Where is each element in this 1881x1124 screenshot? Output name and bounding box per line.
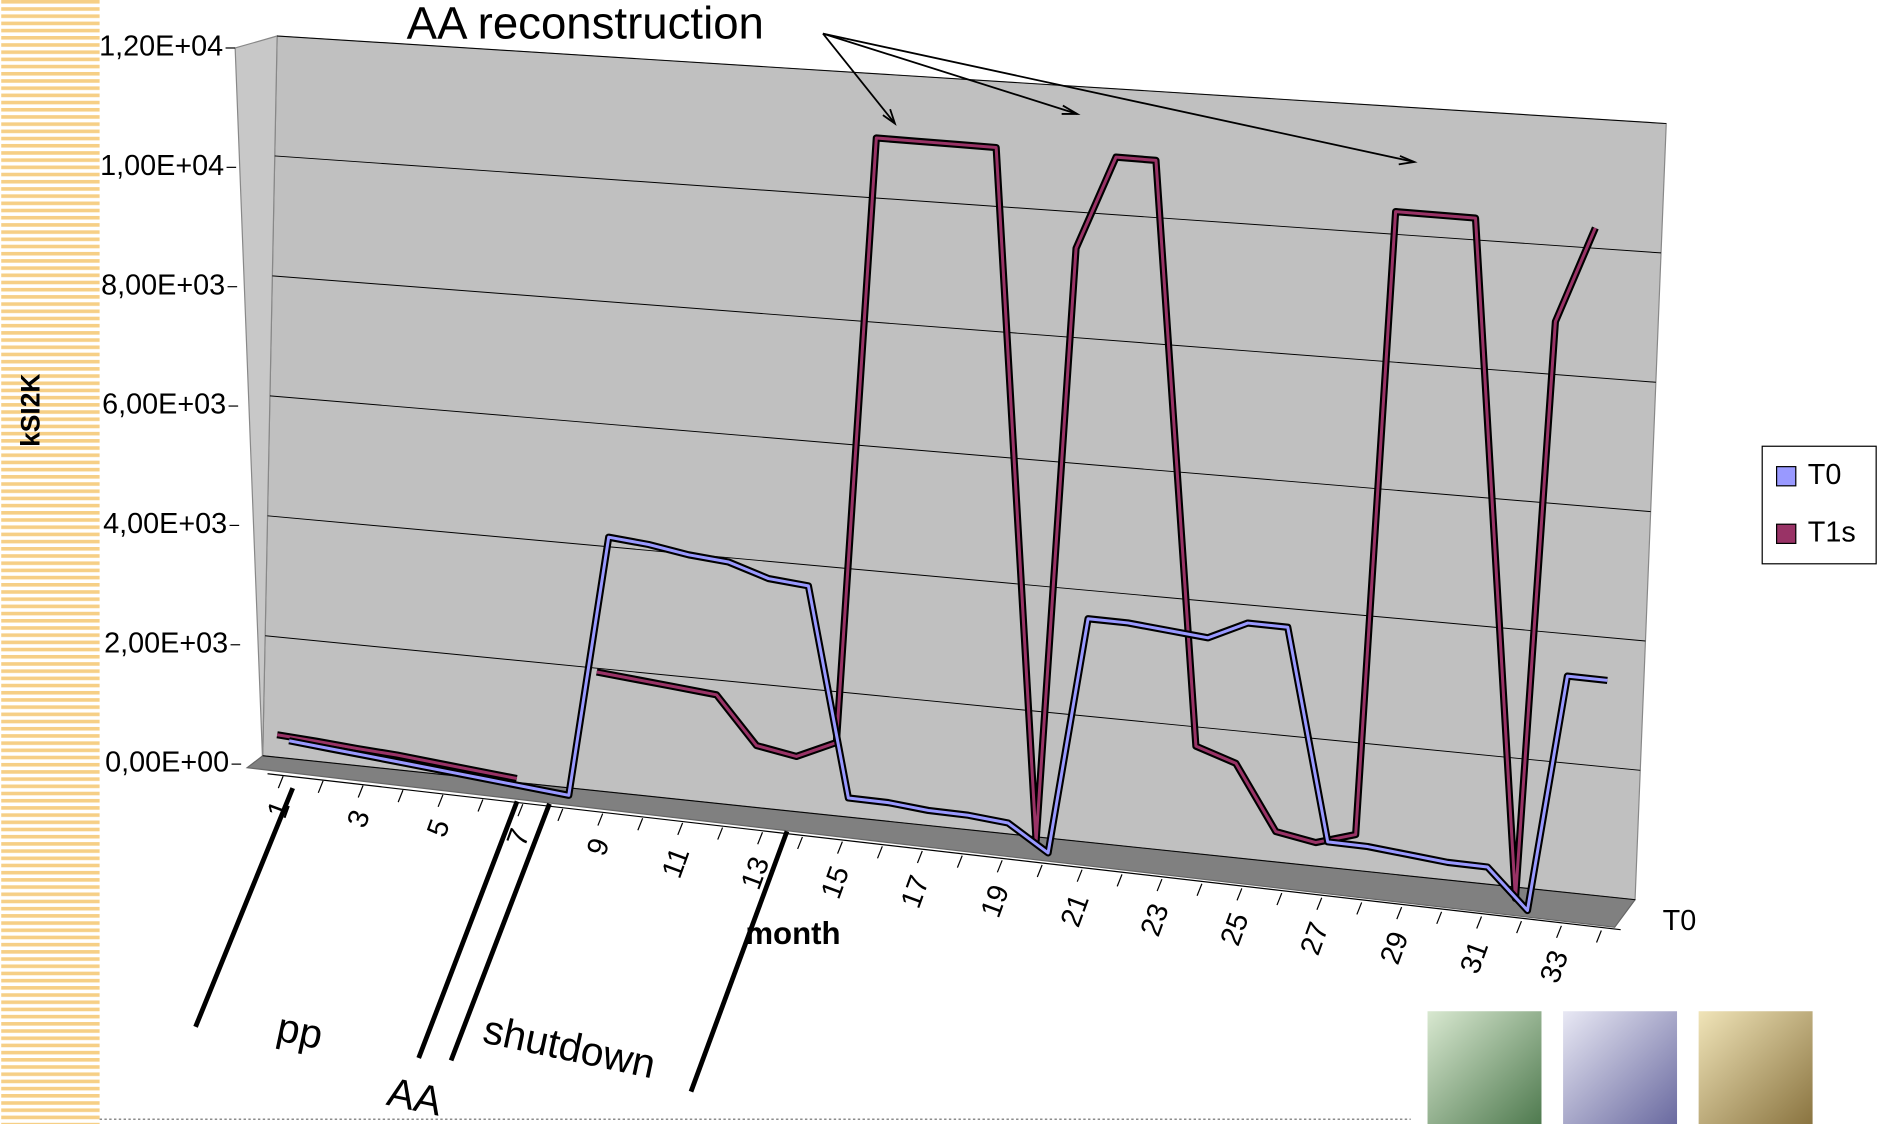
legend-label: T1s bbox=[1808, 516, 1856, 548]
y-tick-label: 6,00E+03 bbox=[102, 389, 226, 421]
x-tick bbox=[478, 800, 483, 812]
x-tick bbox=[1237, 888, 1242, 900]
x-tick bbox=[518, 804, 523, 816]
x-tick bbox=[917, 851, 922, 863]
x-tick bbox=[1077, 870, 1082, 882]
x-tick bbox=[878, 846, 883, 858]
x-tick-label: 27 bbox=[1294, 918, 1335, 959]
annotation: AA reconstruction bbox=[407, 0, 764, 48]
x-tick-label: 3 bbox=[341, 806, 377, 832]
legend-label: T0 bbox=[1808, 459, 1842, 491]
x-tick-label: 23 bbox=[1135, 899, 1176, 940]
y-tick-label: 2,00E+03 bbox=[104, 627, 228, 659]
thumbnail bbox=[1428, 1011, 1542, 1124]
x-tick bbox=[318, 781, 323, 793]
x-tick-label: 1 bbox=[261, 797, 297, 823]
y-axis-title: kSI2K bbox=[15, 374, 45, 447]
x-tick bbox=[678, 823, 683, 835]
x-tick-label: 25 bbox=[1215, 909, 1256, 950]
x-tick bbox=[1317, 898, 1322, 910]
x-tick bbox=[1037, 865, 1042, 877]
x-tick bbox=[1477, 916, 1482, 928]
y-tick-label: 1,00E+04 bbox=[100, 150, 224, 182]
x-tick bbox=[798, 837, 803, 849]
x-tick bbox=[1597, 931, 1602, 943]
y-tick-label: 1,20E+04 bbox=[99, 31, 223, 63]
annotation: AA bbox=[383, 1068, 447, 1124]
x-tick bbox=[1557, 926, 1562, 938]
x-tick bbox=[398, 790, 403, 802]
x-tick bbox=[718, 828, 723, 840]
x-tick-label: 9 bbox=[581, 834, 617, 860]
y-tick-label: 4,00E+03 bbox=[103, 508, 227, 540]
x-tick bbox=[1117, 874, 1122, 886]
x-tick bbox=[1397, 907, 1402, 919]
x-tick bbox=[838, 842, 843, 854]
x-tick bbox=[278, 776, 283, 788]
x-tick bbox=[558, 809, 563, 821]
x-tick-label: 29 bbox=[1374, 928, 1415, 969]
x-tick bbox=[598, 814, 603, 826]
annotation: pp bbox=[273, 1004, 327, 1058]
x-tick bbox=[758, 832, 763, 844]
chart: AA reconstruction pp AA shutdown kSI2K m… bbox=[0, 0, 1881, 1124]
y-tick-label: 0,00E+00 bbox=[105, 747, 229, 779]
thumbnail bbox=[1699, 1011, 1813, 1124]
x-tick bbox=[358, 785, 363, 797]
x-tick bbox=[1157, 879, 1162, 891]
x-tick bbox=[1277, 893, 1282, 905]
x-tick bbox=[1197, 884, 1202, 896]
legend-swatch bbox=[1777, 524, 1796, 543]
thumbnail bbox=[1563, 1011, 1677, 1124]
x-tick-label: 17 bbox=[895, 871, 936, 912]
x-tick-label: 21 bbox=[1055, 890, 1096, 931]
depth-label: T0 bbox=[1663, 905, 1697, 937]
x-tick bbox=[1357, 902, 1362, 914]
x-tick-label: 31 bbox=[1454, 937, 1495, 978]
x-tick bbox=[638, 818, 643, 830]
x-tick-label: 5 bbox=[421, 815, 457, 841]
legend-swatch bbox=[1777, 467, 1796, 486]
x-tick-label: 7 bbox=[501, 825, 537, 851]
x-tick bbox=[1517, 921, 1522, 933]
x-tick bbox=[438, 795, 443, 807]
x-tick-label: 13 bbox=[735, 853, 776, 894]
x-tick bbox=[957, 856, 962, 868]
side-decoration bbox=[1, 0, 99, 1124]
x-tick-label: 15 bbox=[815, 862, 856, 903]
x-axis-title: month bbox=[745, 916, 840, 951]
y-tick-label: 8,00E+03 bbox=[101, 269, 225, 301]
x-tick-label: 11 bbox=[656, 843, 696, 882]
annotation: shutdown bbox=[479, 1006, 659, 1087]
plot-area bbox=[235, 36, 1666, 927]
page-body: {"chart_data": { "type": "line3d", "anno… bbox=[0, 0, 1881, 1124]
x-tick bbox=[1437, 912, 1442, 924]
x-tick bbox=[997, 860, 1002, 872]
x-tick-label: 33 bbox=[1534, 946, 1575, 987]
x-tick-label: 19 bbox=[975, 881, 1016, 922]
page: html, body { margin: 0; padding: 0; back… bbox=[0, 0, 1881, 1124]
